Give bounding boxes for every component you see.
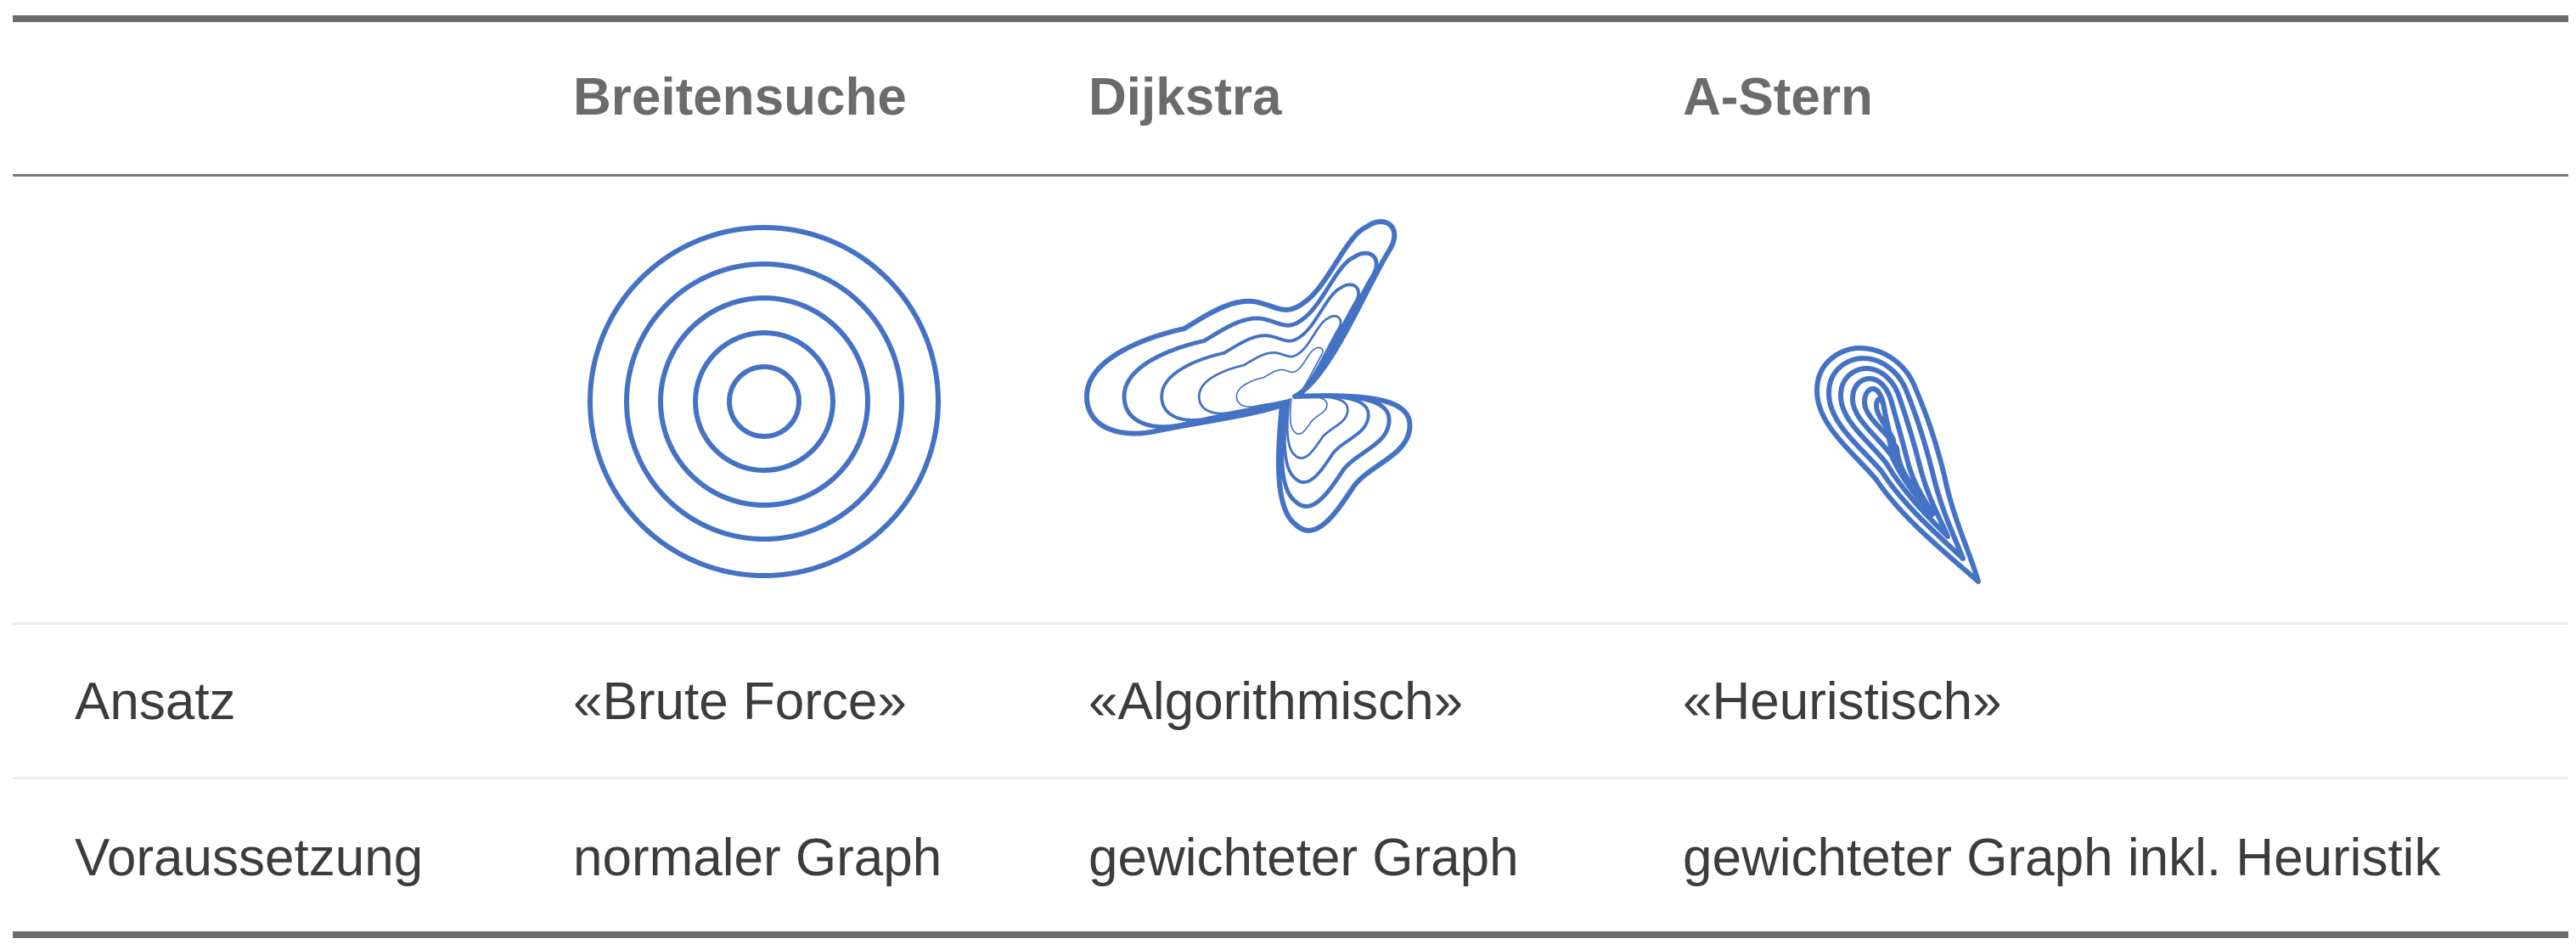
concentric-circles-icon: [588, 225, 941, 578]
row-label-voraussetzung: Voraussetzung: [75, 829, 424, 887]
table-bottom-rule: [13, 931, 2568, 938]
row-divider-1: [13, 622, 2568, 625]
table-top-rule: [13, 15, 2568, 22]
column-header-a-stern: A-Stern: [1683, 68, 1873, 126]
ansatz-a-stern: «Heuristisch»: [1683, 672, 2002, 731]
row-label-ansatz: Ansatz: [75, 672, 236, 731]
header-rule: [13, 174, 2568, 177]
column-header-dijkstra: Dijkstra: [1088, 68, 1282, 126]
row-divider-2: [13, 777, 2568, 779]
ansatz-dijkstra: «Algorithmisch»: [1088, 672, 1464, 731]
a-star-teardrop-icon: [1814, 346, 1981, 584]
voraussetzung-dijkstra: gewichteter Graph: [1088, 829, 1519, 887]
column-header-breitensuche: Breitensuche: [573, 68, 907, 126]
dijkstra-contour-icon: [1084, 219, 1413, 533]
ansatz-breitensuche: «Brute Force»: [573, 672, 907, 731]
voraussetzung-a-stern: gewichteter Graph inkl. Heuristik: [1683, 829, 2441, 887]
voraussetzung-breitensuche: normaler Graph: [573, 829, 942, 887]
